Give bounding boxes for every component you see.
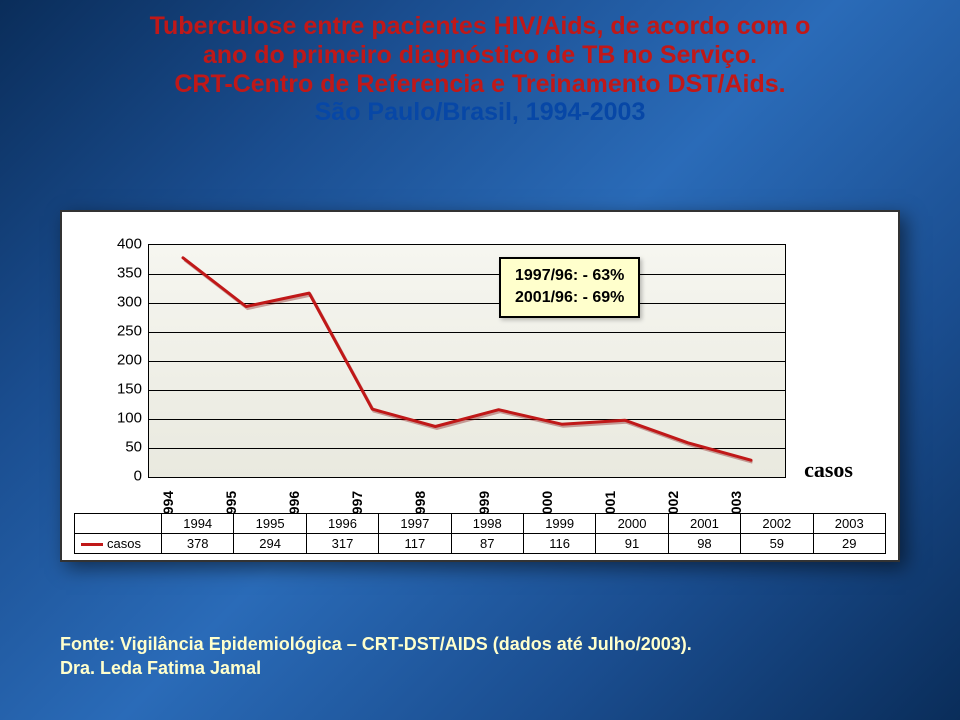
title-block: Tuberculose entre pacientes HIV/Aids, de…	[40, 12, 920, 127]
col-1999: 1999	[523, 514, 595, 534]
title-line-2: ano do primeiro diagnóstico de TB no Ser…	[40, 41, 920, 70]
chart-card: 0 50 100 150 200 250 300 350 400 1997/96: - 63% …	[60, 210, 900, 562]
cell-2002: 59	[741, 534, 813, 554]
title-line-1: Tuberculose entre pacientes HIV/Aids, de…	[40, 12, 920, 41]
series-swatch-icon	[81, 543, 103, 546]
table-corner-cell	[75, 514, 162, 534]
ytick-200: 200	[112, 352, 142, 369]
slide: { "title": { "line1": "Tuberculose entre…	[0, 0, 960, 720]
gridline	[149, 361, 785, 362]
gridline	[149, 303, 785, 304]
footer-line-2: Dra. Leda Fatima Jamal	[60, 657, 692, 680]
ytick-50: 50	[112, 439, 142, 456]
footer: Fonte: Vigilância Epidemiológica – CRT-D…	[60, 633, 692, 680]
ytick-250: 250	[112, 323, 142, 340]
col-2003: 2003	[813, 514, 885, 534]
cell-1994: 378	[162, 534, 234, 554]
ytick-150: 150	[112, 381, 142, 398]
col-2002: 2002	[741, 514, 813, 534]
col-2001: 2001	[668, 514, 740, 534]
gridline	[149, 332, 785, 333]
cell-2000: 91	[596, 534, 668, 554]
ytick-0: 0	[112, 468, 142, 485]
col-1994: 1994	[162, 514, 234, 534]
col-1997: 1997	[379, 514, 451, 534]
ytick-400: 400	[112, 236, 142, 253]
gridline	[149, 448, 785, 449]
data-table: 1994 1995 1996 1997 1998 1999 2000 2001 …	[74, 513, 886, 554]
cell-1998: 87	[451, 534, 523, 554]
ytick-350: 350	[112, 265, 142, 282]
cell-1995: 294	[234, 534, 306, 554]
plot-area: 1997/96: - 63% 2001/96: - 69% casos	[148, 244, 786, 478]
gridline	[149, 274, 785, 275]
ytick-300: 300	[112, 294, 142, 311]
col-2000: 2000	[596, 514, 668, 534]
row-label-cell: casos	[75, 534, 162, 554]
annotation-line-1: 1997/96: - 63%	[515, 265, 624, 287]
cell-1997: 117	[379, 534, 451, 554]
annotation-line-2: 2001/96: - 69%	[515, 287, 624, 309]
col-1998: 1998	[451, 514, 523, 534]
title-line-3: CRT-Centro de Referencia e Treinamento D…	[40, 70, 920, 99]
col-1995: 1995	[234, 514, 306, 534]
cell-1999: 116	[523, 534, 595, 554]
gridline	[149, 390, 785, 391]
footer-line-1: Fonte: Vigilância Epidemiológica – CRT-D…	[60, 633, 692, 656]
cell-2003: 29	[813, 534, 885, 554]
cell-2001: 98	[668, 534, 740, 554]
title-line-4: São Paulo/Brasil, 1994-2003	[40, 98, 920, 127]
row-label: casos	[107, 536, 141, 551]
annotation-box: 1997/96: - 63% 2001/96: - 69%	[499, 257, 640, 318]
table-data-row: casos 378 294 317 117 87 116 91 98 59 29	[75, 534, 886, 554]
ytick-100: 100	[112, 410, 142, 427]
gridline	[149, 419, 785, 420]
cell-1996: 317	[306, 534, 378, 554]
series-label: casos	[804, 457, 853, 483]
table-header-row: 1994 1995 1996 1997 1998 1999 2000 2001 …	[75, 514, 886, 534]
col-1996: 1996	[306, 514, 378, 534]
